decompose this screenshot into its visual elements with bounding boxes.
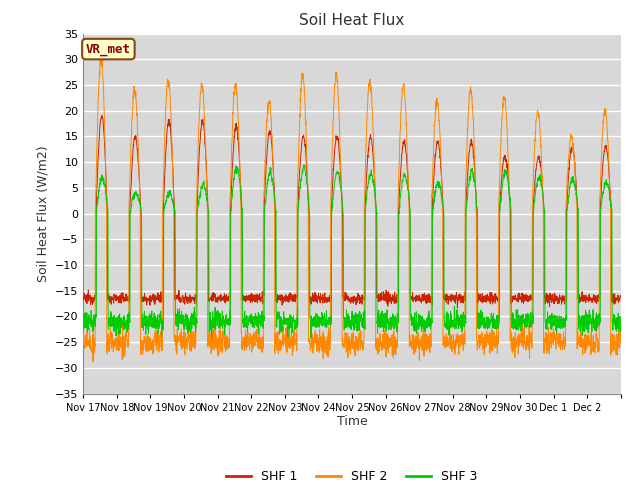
Legend: SHF 1, SHF 2, SHF 3: SHF 1, SHF 2, SHF 3: [221, 465, 483, 480]
X-axis label: Time: Time: [337, 415, 367, 429]
Text: VR_met: VR_met: [86, 43, 131, 56]
Y-axis label: Soil Heat Flux (W/m2): Soil Heat Flux (W/m2): [36, 145, 49, 282]
Title: Soil Heat Flux: Soil Heat Flux: [300, 13, 404, 28]
